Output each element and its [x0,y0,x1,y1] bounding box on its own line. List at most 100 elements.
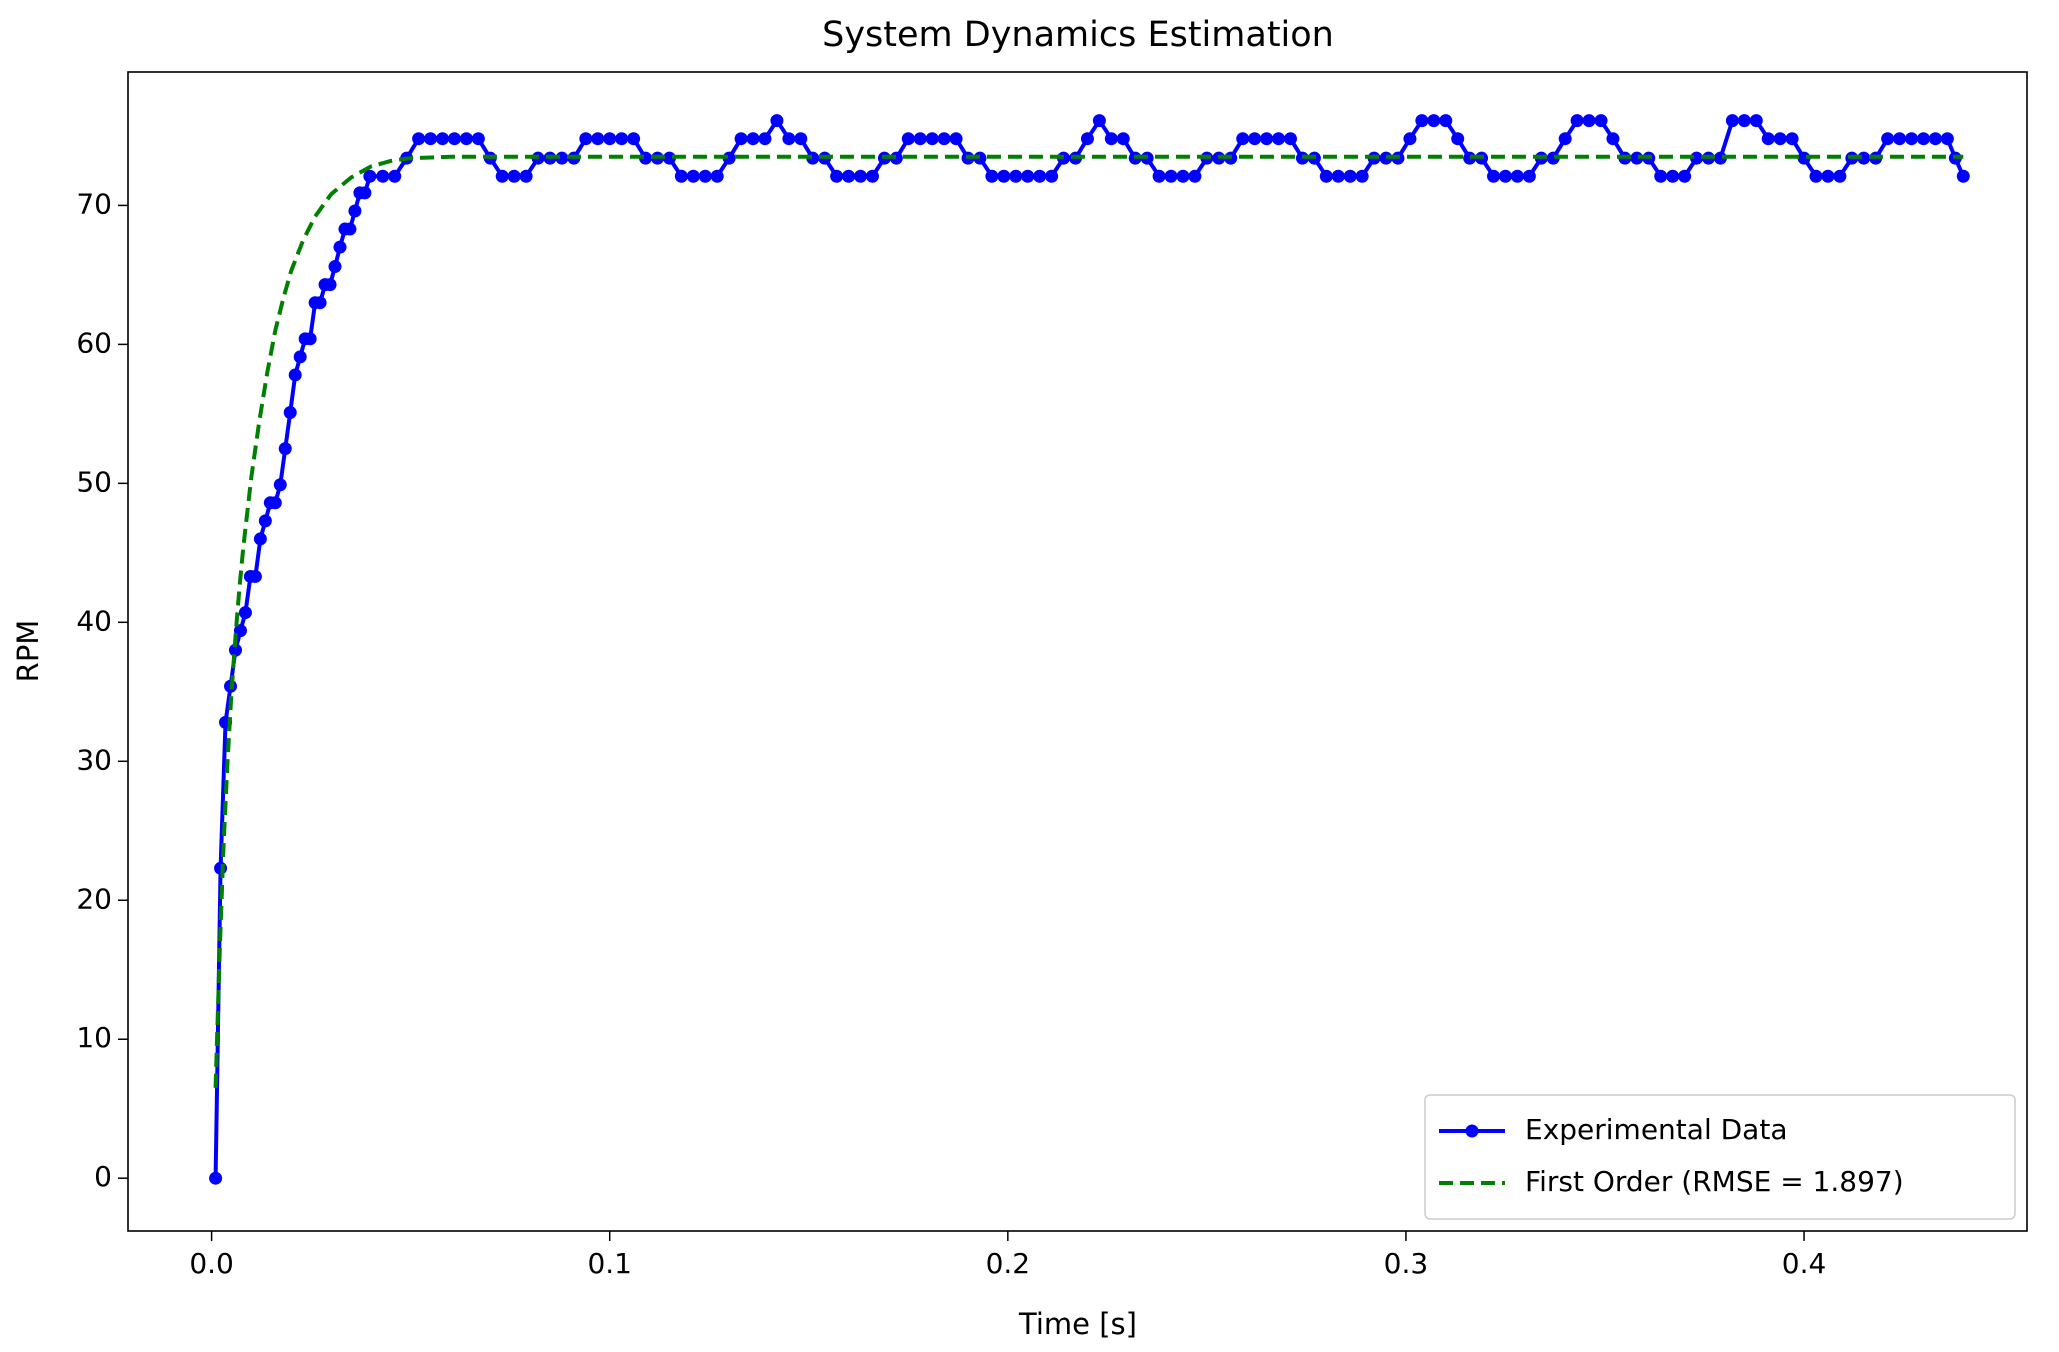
marker [1940,132,1954,146]
marker [579,132,593,146]
marker [997,169,1011,183]
line [213,154,1964,1088]
marker [794,132,808,146]
marker [1439,114,1453,128]
marker [1092,114,1106,128]
marker [1833,169,1847,183]
marker [519,169,533,183]
marker [949,132,963,146]
marker [1785,132,1799,146]
marker [1248,132,1262,146]
marker [1272,132,1286,146]
marker [1905,132,1919,146]
marker [1773,132,1787,146]
y-axis-label: RPM [11,620,45,683]
marker [901,132,915,146]
marker [376,169,390,183]
marker [603,132,617,146]
marker [268,496,282,510]
marker [1260,132,1274,146]
marker [734,132,748,146]
marker [228,643,242,657]
marker [1510,169,1524,183]
marker [278,442,292,456]
marker [1725,114,1739,128]
marker [238,606,252,620]
marker [1116,132,1130,146]
marker [1558,132,1572,146]
marker [1881,132,1895,146]
marker [1522,169,1536,183]
marker [363,169,377,183]
marker [1188,169,1202,183]
marker [985,169,999,183]
marker [1319,169,1333,183]
marker [865,169,879,183]
marker [248,569,262,583]
marker [1415,114,1429,128]
y-tick-label: 10 [76,1021,112,1054]
marker [209,1171,223,1185]
marker [1893,132,1907,146]
marker [746,132,760,146]
y-tick-label: 50 [76,465,112,498]
marker [674,169,688,183]
plot-frame [127,71,2028,1232]
marker [1427,114,1441,128]
marker [1487,169,1501,183]
marker [770,114,784,128]
marker [1176,169,1190,183]
legend: Experimental Data First Order (RMSE = 1.8… [1424,1094,2016,1220]
marker [1749,114,1763,128]
marker [913,132,927,146]
legend-box [1424,1094,2016,1220]
marker [591,132,605,146]
marker [1331,169,1345,183]
marker [459,132,473,146]
y-tick-label: 30 [76,743,112,776]
marker [830,169,844,183]
marker [358,186,372,200]
y-tick-label: 60 [76,326,112,359]
marker [471,132,485,146]
y-tick-label: 70 [76,187,112,220]
marker [782,132,796,146]
marker [937,132,951,146]
marker [1021,169,1035,183]
y-tick-label: 40 [76,604,112,637]
marker [1236,132,1250,146]
marker [1761,132,1775,146]
marker [436,132,450,146]
marker [1821,169,1835,183]
x-tick-label: 0.0 [189,1247,234,1280]
marker [273,478,287,492]
legend-label: First Order (RMSE = 1.897) [1525,1165,1904,1198]
legend-label: Experimental Data [1525,1113,1787,1146]
marker [1594,114,1608,128]
marker [1033,169,1047,183]
marker [698,169,712,183]
marker [288,368,302,382]
marker [1164,169,1178,183]
marker [495,169,509,183]
x-tick-label: 0.3 [1384,1247,1429,1280]
marker [842,169,856,183]
x-tick-label: 0.4 [1782,1247,1827,1280]
marker [1606,132,1620,146]
marker [627,132,641,146]
marker [710,169,724,183]
marker [925,132,939,146]
marker [1654,169,1668,183]
marker [1451,132,1465,146]
marker [758,132,772,146]
marker [348,204,362,218]
marker [343,222,357,236]
marker [323,278,337,292]
series [213,154,1964,1088]
marker [1104,132,1118,146]
marker [1570,114,1584,128]
x-axis-label: Time [s] [1018,1307,1137,1341]
chart-title: System Dynamics Estimation [822,15,1334,55]
marker [1582,114,1596,128]
